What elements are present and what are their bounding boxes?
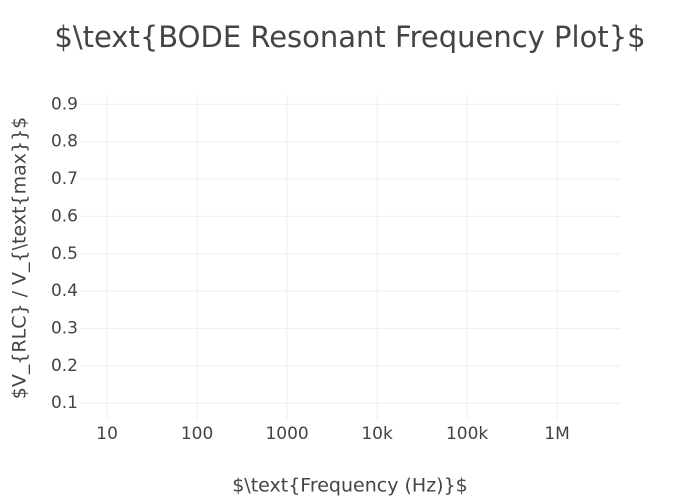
y-axis-label: $V_{RLC} / V_{\text{max}}$ xyxy=(9,117,31,400)
y-tick-label: 0.1 xyxy=(51,393,78,413)
y-tick-label: 0.7 xyxy=(51,169,78,189)
x-tick-label: 10k xyxy=(361,424,393,444)
y-tick-label: 0.2 xyxy=(51,356,78,376)
y-tick-label: 0.6 xyxy=(51,206,78,226)
x-tick-label: 10 xyxy=(96,424,118,444)
y-tick-label: 0.5 xyxy=(51,244,78,264)
chart-title: $\text{BODE Resonant Frequency Plot}$ xyxy=(54,20,645,54)
x-tick-label: 1000 xyxy=(265,424,308,444)
y-tick-label: 0.8 xyxy=(51,132,78,152)
y-tick-label: 0.3 xyxy=(51,318,78,338)
x-tick-label: 100k xyxy=(446,424,488,444)
y-tick-label: 0.4 xyxy=(51,281,78,301)
y-tick-label: 0.9 xyxy=(51,94,78,114)
x-axis-label: $\text{Frequency (Hz)}$ xyxy=(232,475,468,497)
x-tick-label: 1M xyxy=(544,424,569,444)
x-tick-label: 100 xyxy=(181,424,213,444)
